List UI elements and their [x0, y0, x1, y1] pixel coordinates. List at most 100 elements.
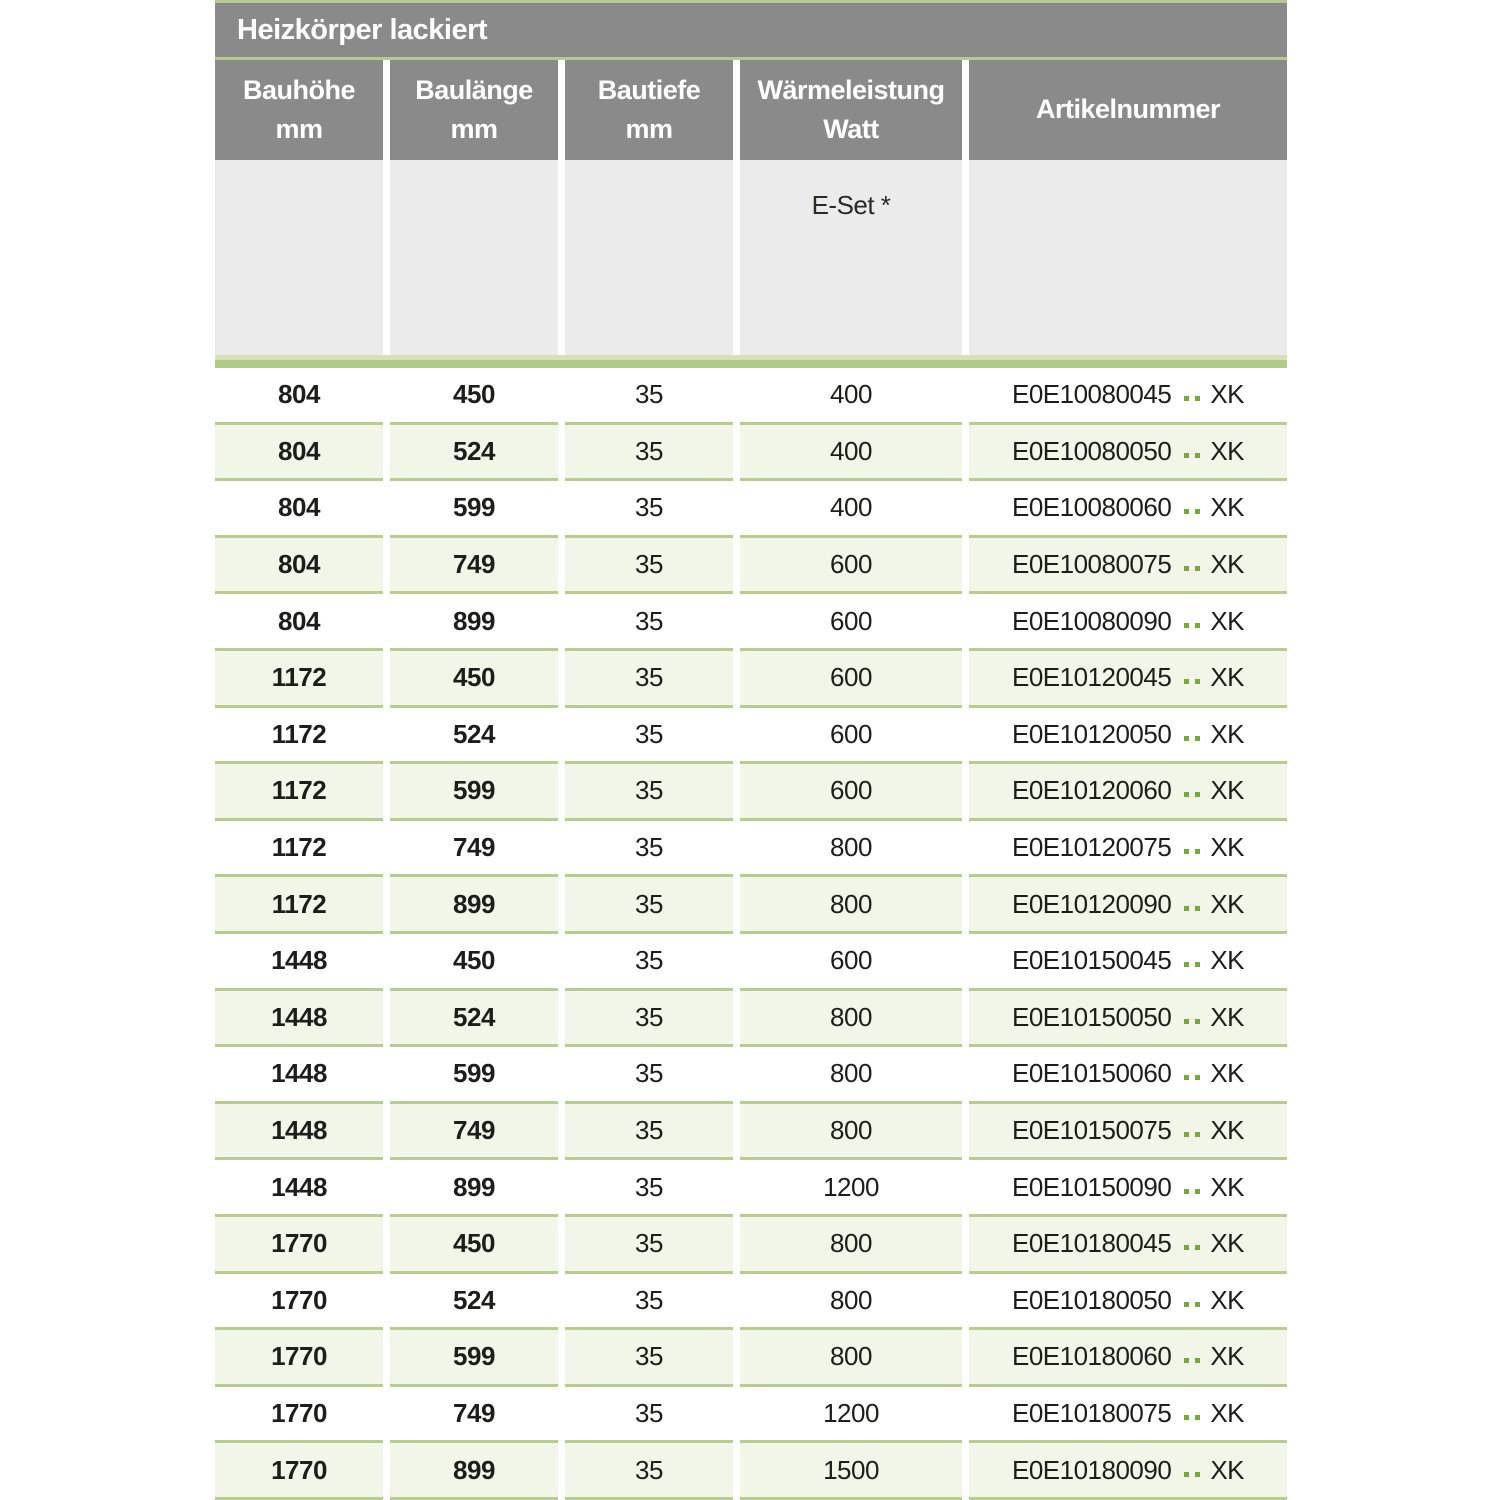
cell-watt: 600	[740, 707, 962, 765]
cell-artikelnummer: E0E10180075 XK	[969, 1386, 1287, 1444]
cell-watt: 600	[740, 594, 962, 651]
subheader-cell-artikelnummer	[969, 160, 1287, 355]
artikelnummer-dots	[1181, 1350, 1203, 1364]
cell-watt: 600	[740, 933, 962, 991]
cell-artikelnummer: E0E10150060 XK	[969, 1047, 1287, 1104]
artikelnummer-prefix: E0E10120090	[1011, 888, 1172, 919]
subheader-cell-eset: E-Set *	[740, 160, 962, 355]
cell-bauhoehe: 1770	[215, 1443, 383, 1500]
artikelnummer-suffix: XK	[1210, 718, 1244, 749]
artikelnummer-prefix: E0E10120060	[1011, 775, 1172, 806]
cell-watt: 800	[740, 1273, 962, 1331]
cell-artikelnummer: E0E10080090 XK	[969, 594, 1287, 651]
cell-bauhoehe: 1172	[215, 820, 383, 878]
artikelnummer-suffix: XK	[1210, 775, 1244, 806]
artikelnummer-dots	[1181, 1124, 1203, 1138]
column-header-label: Artikelnummer	[1035, 94, 1221, 125]
cell-bauhoehe: 1770	[215, 1330, 383, 1387]
green-dot-icon	[1184, 396, 1190, 402]
artikelnummer-prefix: E0E10180075	[1011, 1397, 1172, 1428]
column-header-label: Wärmeleistung	[757, 74, 945, 105]
cell-bautiefe: 35	[565, 990, 733, 1048]
cell-artikelnummer: E0E10180090 XK	[969, 1443, 1287, 1500]
cell-baulaenge: 524	[390, 1273, 558, 1331]
cell-baulaenge: 599	[390, 1047, 558, 1104]
green-dot-icon	[1184, 1471, 1190, 1477]
cell-artikelnummer: E0E10080060 XK	[969, 481, 1287, 538]
subheader-cell-bauhoehe	[215, 160, 383, 355]
column-header-unit: mm	[625, 114, 673, 144]
cell-bauhoehe: 1448	[215, 1160, 383, 1217]
artikelnummer-prefix: E0E10080075	[1011, 549, 1172, 580]
green-dot-icon	[1184, 1414, 1190, 1420]
green-dot-icon	[1184, 452, 1190, 458]
cell-artikelnummer: E0E10180060 XK	[969, 1330, 1287, 1387]
artikelnummer-suffix: XK	[1210, 1001, 1244, 1032]
artikelnummer-prefix: E0E10080090	[1011, 605, 1172, 636]
cell-bautiefe: 35	[565, 764, 733, 821]
artikelnummer-suffix: XK	[1210, 832, 1244, 863]
artikelnummer-dots	[1181, 784, 1203, 798]
cell-artikelnummer: E0E10150090 XK	[969, 1160, 1287, 1217]
artikelnummer-prefix: E0E10150060	[1011, 1058, 1172, 1089]
artikelnummer-suffix: XK	[1210, 945, 1244, 976]
green-dot-icon	[1184, 1188, 1190, 1194]
green-dot-icon	[1195, 679, 1201, 685]
cell-bautiefe: 35	[565, 1047, 733, 1104]
cell-bautiefe: 35	[565, 1216, 733, 1274]
cell-watt: 400	[740, 368, 962, 425]
cell-bauhoehe: 804	[215, 424, 383, 482]
artikelnummer-suffix: XK	[1210, 1454, 1244, 1485]
column-header-label: Bautiefe	[597, 74, 701, 105]
cell-baulaenge: 524	[390, 707, 558, 765]
green-dot-icon	[1184, 1075, 1190, 1081]
green-dot-icon	[1195, 792, 1201, 798]
cell-watt: 800	[740, 990, 962, 1048]
eset-label: E-Set *	[811, 190, 891, 220]
green-dot-icon	[1195, 1414, 1201, 1420]
artikelnummer-dots	[1181, 898, 1203, 911]
column-header-waermeleistung: Wärmeleistung Watt	[740, 60, 962, 160]
cell-artikelnummer: E0E10120045 XK	[969, 650, 1287, 708]
cell-baulaenge: 524	[390, 424, 558, 482]
cell-bauhoehe: 1172	[215, 707, 383, 765]
cell-bautiefe: 35	[565, 650, 733, 708]
green-dot-icon	[1195, 735, 1201, 741]
cell-baulaenge: 450	[390, 368, 558, 425]
cell-bautiefe: 35	[565, 1103, 733, 1161]
cell-baulaenge: 899	[390, 877, 558, 934]
artikelnummer-prefix: E0E10150075	[1011, 1115, 1172, 1146]
artikelnummer-suffix: XK	[1210, 1397, 1244, 1428]
cell-bautiefe: 35	[565, 707, 733, 765]
cell-watt: 800	[740, 820, 962, 878]
cell-baulaenge: 899	[390, 1443, 558, 1500]
artikelnummer-prefix: E0E10180050	[1011, 1284, 1172, 1315]
artikelnummer-dots	[1181, 1181, 1203, 1194]
green-dot-icon	[1195, 1018, 1201, 1024]
cell-baulaenge: 599	[390, 764, 558, 821]
cell-bauhoehe: 1172	[215, 650, 383, 708]
cell-bautiefe: 35	[565, 820, 733, 878]
cell-artikelnummer: E0E10150045 XK	[969, 933, 1287, 991]
artikelnummer-prefix: E0E10080045	[1011, 379, 1172, 410]
green-dot-icon	[1195, 1132, 1201, 1138]
cell-watt: 800	[740, 1103, 962, 1161]
green-dot-icon	[1184, 1301, 1190, 1307]
cell-watt: 400	[740, 481, 962, 538]
column-header-label: Baulänge	[415, 74, 533, 105]
artikelnummer-suffix: XK	[1210, 492, 1244, 523]
cell-artikelnummer: E0E10120090 XK	[969, 877, 1287, 934]
cell-bauhoehe: 1172	[215, 877, 383, 934]
artikelnummer-prefix: E0E10150045	[1011, 945, 1172, 976]
green-dot-icon	[1184, 1358, 1190, 1364]
artikelnummer-dots	[1181, 841, 1203, 855]
table-body: 804 450 35 400 E0E10080045 XK 804 524 35…	[215, 368, 1287, 1500]
artikelnummer-dots	[1181, 1237, 1203, 1251]
cell-artikelnummer: E0E10120060 XK	[969, 764, 1287, 821]
cell-watt: 800	[740, 1330, 962, 1387]
table-title-bar: Heizkörper lackiert	[215, 3, 1287, 57]
column-header-bauhoehe: Bauhöhe mm	[215, 60, 383, 160]
green-dot-icon	[1184, 962, 1190, 968]
cell-bautiefe: 35	[565, 1330, 733, 1387]
